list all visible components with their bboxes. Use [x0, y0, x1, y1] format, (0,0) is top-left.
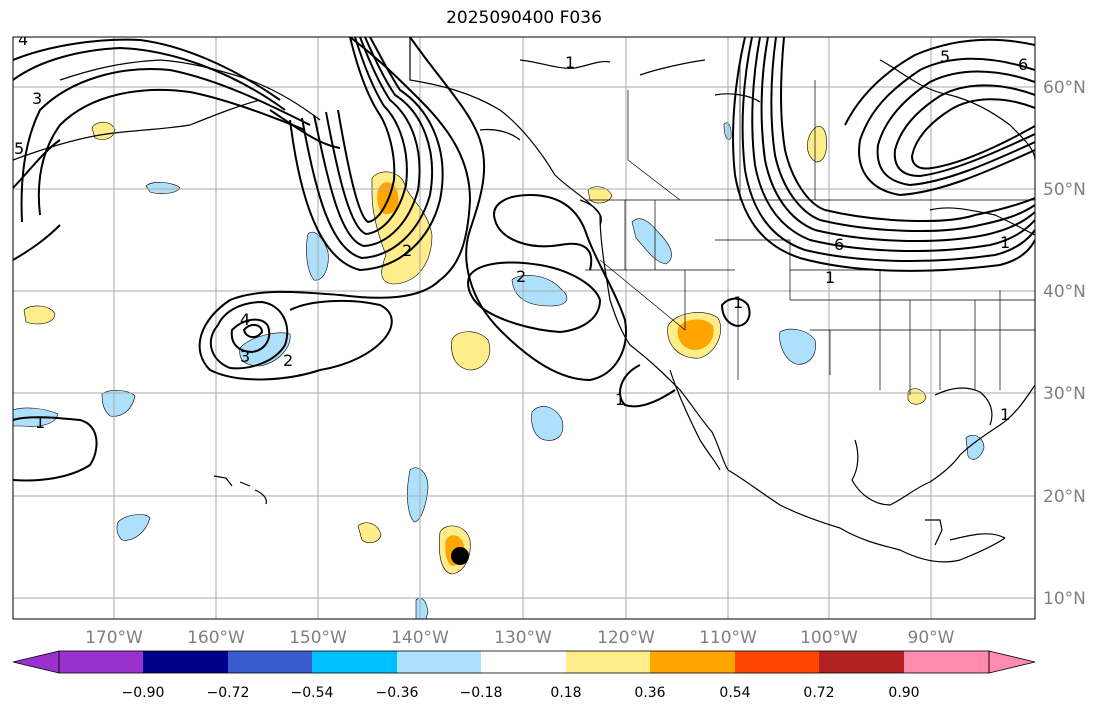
contour-label: 1 — [615, 390, 625, 409]
lat-tick-label: 20°N — [1043, 487, 1086, 507]
contour-label: 1 — [35, 413, 45, 432]
colorbar-tick-label: 0.36 — [634, 685, 665, 701]
lat-tick-label: 40°N — [1043, 282, 1086, 302]
colorbar-tick-label: 0.72 — [803, 685, 834, 701]
lat-tick-label: 50°N — [1043, 180, 1086, 200]
contour-label: 2 — [516, 267, 526, 286]
colorbar — [12, 650, 1036, 674]
colorbar-segment — [397, 651, 481, 673]
negative-anomaly-area — [965, 435, 985, 460]
lon-tick-label: 110°W — [699, 628, 757, 648]
positive-anomaly-area — [807, 126, 827, 163]
colorbar-tick-label: −0.72 — [207, 685, 250, 701]
negative-anomaly-area — [239, 332, 291, 367]
colorbar-tick-label: −0.90 — [122, 685, 165, 701]
negative-anomaly-area — [116, 514, 151, 541]
positive-anomaly-area — [23, 305, 56, 325]
contour-label: 1 — [1000, 233, 1010, 252]
colorbar-segment — [566, 651, 650, 673]
positive-anomaly-area — [587, 186, 613, 204]
contour-lines — [13, 37, 1035, 482]
colorbar-tick-label: −0.18 — [460, 685, 503, 701]
contour-label: 6 — [834, 235, 844, 254]
map-border — [12, 36, 1036, 620]
colorbar-segment — [481, 651, 566, 673]
lat-tick-label: 10°N — [1043, 589, 1086, 609]
negative-anomaly-area — [415, 597, 429, 619]
lon-tick-label: 140°W — [391, 628, 449, 648]
colorbar-tick-labels: −0.90 −0.72 −0.54 −0.36 −0.18 0.18 0.36 … — [122, 685, 920, 701]
contour-label: 5 — [14, 139, 24, 158]
negative-anomaly-area — [531, 406, 564, 441]
colorbar-tick-label: −0.54 — [291, 685, 334, 701]
contour-label: 2 — [283, 351, 293, 370]
lon-tick-label: 170°W — [85, 628, 143, 648]
colorbar-segment — [904, 651, 989, 673]
contour-label: 1 — [825, 268, 835, 287]
colorbar-tick-label: 0.18 — [550, 685, 581, 701]
lon-tick-label: 130°W — [494, 628, 552, 648]
lon-tick-label: 90°W — [908, 628, 955, 648]
latitude-tick-labels: 60°N 50°N 40°N 30°N 20°N 10°N — [1043, 78, 1086, 609]
lon-tick-label: 100°W — [800, 628, 858, 648]
negative-anomaly-area — [101, 390, 136, 417]
anomaly-shading — [13, 121, 985, 619]
colorbar-tick-label: 0.54 — [719, 685, 750, 701]
colorbar-segment — [59, 651, 143, 673]
colorbar-segment — [312, 651, 397, 673]
contour-label: 6 — [1018, 55, 1028, 74]
contour-label: 4 — [240, 310, 250, 329]
contour-label: 3 — [32, 89, 42, 108]
colorbar-high-extension — [988, 650, 1036, 674]
colorbar-segment — [819, 651, 904, 673]
contour-label: 4 — [18, 30, 28, 49]
contour-labels: 4 5 3 1 1 2 2 4 3 2 1 1 6 1 1 5 6 1 — [14, 30, 1028, 432]
lat-tick-label: 30°N — [1043, 384, 1086, 404]
colorbar-tick-label: 0.90 — [888, 685, 919, 701]
negative-anomaly-area — [779, 328, 816, 365]
storm-center-marker — [451, 547, 469, 565]
contour-label: 3 — [240, 347, 250, 366]
colorbar-segment — [650, 651, 735, 673]
contour-label: 1 — [733, 293, 743, 312]
colorbar-tick-label: −0.36 — [376, 685, 419, 701]
state-borders — [585, 60, 1035, 395]
contour-label: 1 — [1000, 405, 1010, 424]
lon-tick-label: 160°W — [187, 628, 245, 648]
positive-anomaly-area — [357, 522, 382, 544]
map-title: 2025090400 F036 — [446, 8, 602, 28]
lon-tick-label: 120°W — [597, 628, 655, 648]
colorbar-segment — [735, 651, 819, 673]
longitude-tick-labels: 170°W 160°W 150°W 140°W 130°W 120°W 110°… — [85, 628, 955, 648]
negative-anomaly-area — [407, 467, 429, 523]
colorbar-low-extension — [12, 650, 60, 674]
colorbar-segment — [228, 651, 312, 673]
lon-tick-label: 150°W — [289, 628, 347, 648]
map-panel — [13, 37, 1035, 619]
negative-anomaly-area — [306, 232, 329, 281]
colorbar-outline — [58, 650, 990, 674]
positive-anomaly-core — [677, 319, 714, 350]
contour-label: 5 — [940, 47, 950, 66]
negative-anomaly-area — [145, 182, 181, 194]
negative-anomaly-area — [631, 218, 672, 265]
contour-label: 2 — [402, 241, 412, 260]
lat-tick-label: 60°N — [1043, 78, 1086, 98]
contour-label: 1 — [565, 53, 575, 72]
positive-anomaly-area — [451, 331, 491, 371]
colorbar-segment — [143, 651, 228, 673]
